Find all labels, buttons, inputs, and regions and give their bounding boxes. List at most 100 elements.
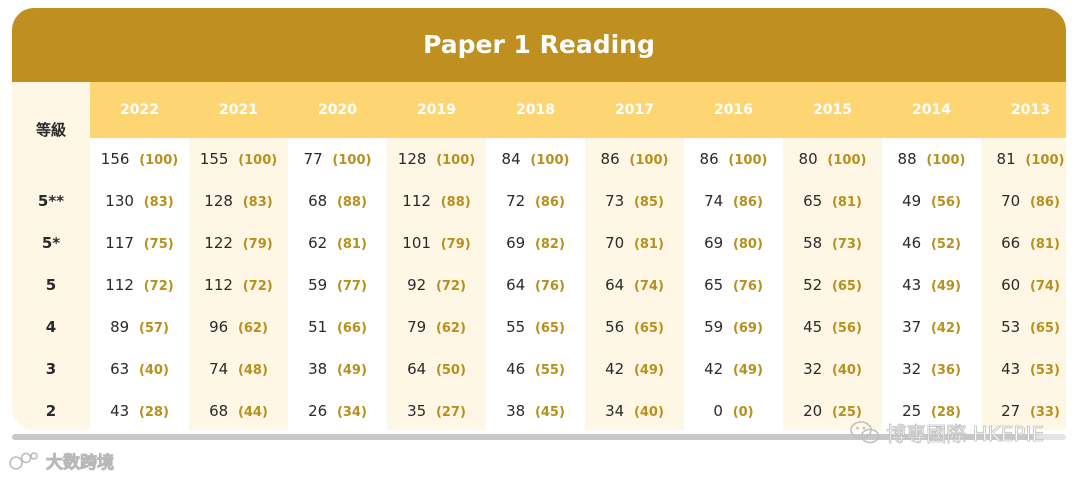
table-cell: 77 (100) [288, 138, 387, 180]
year-column: 2019 128 (100) 112 (88) 101 (79) 92 (72) 79 (… [387, 82, 486, 430]
cell-score: 66 [1001, 234, 1025, 252]
cell-percentage: (85) [633, 195, 664, 210]
cell-score: 37 [902, 318, 926, 336]
table-cell: 25 (28) [882, 390, 981, 430]
table-cell: 55 (65) [486, 306, 585, 348]
watermark-left: 大数跨境 [8, 448, 114, 474]
wechat-icon [850, 420, 880, 451]
cell-score: 65 [803, 192, 827, 210]
cell-percentage: (76) [534, 279, 565, 294]
cell-score: 86 [600, 150, 625, 168]
cell-score: 112 [402, 192, 436, 210]
table-cell: 155 (100) [189, 138, 288, 180]
cell-score: 59 [308, 276, 332, 294]
grade-label: 4 [45, 318, 57, 336]
year-header: 2013 [1011, 102, 1050, 118]
watermark-right-text: 博專國際 HKEPIE [886, 422, 1045, 447]
table-cell: 112 (72) [189, 264, 288, 306]
cell-score: 45 [803, 318, 827, 336]
cell-score: 63 [110, 360, 134, 378]
cell-score: 80 [798, 150, 823, 168]
scrollbar-thumb[interactable] [12, 434, 1035, 440]
cell-score: 68 [308, 192, 332, 210]
table-cell: 156 (100) [90, 138, 189, 180]
cell-score: 70 [605, 234, 629, 252]
table-cell: 122 (79) [189, 222, 288, 264]
table-cell: 59 (77) [288, 264, 387, 306]
cell-score: 130 [105, 192, 139, 210]
cell-percentage: (42) [930, 321, 961, 336]
cell-percentage: (100) [530, 153, 570, 168]
table-cell: 38 (49) [288, 348, 387, 390]
cell-percentage: (81) [336, 237, 367, 252]
cell-percentage: (77) [336, 279, 367, 294]
cell-percentage: (45) [534, 405, 565, 420]
cell-percentage: (72) [242, 279, 273, 294]
cell-percentage: (74) [1029, 279, 1060, 294]
table-cell: 70 (86) [981, 180, 1066, 222]
cell-score: 49 [902, 192, 926, 210]
cell-score: 72 [506, 192, 530, 210]
cell-percentage: (49) [732, 363, 763, 378]
cell-score: 69 [704, 234, 728, 252]
horizontal-scrollbar[interactable] [12, 434, 1066, 440]
cell-score: 20 [803, 402, 827, 420]
table-cell: 101 (79) [387, 222, 486, 264]
table-cell: 34 (40) [585, 390, 684, 430]
column-body [288, 138, 387, 430]
table-cell: 86 (100) [684, 138, 783, 180]
cell-score: 46 [506, 360, 530, 378]
cell-percentage: (81) [633, 237, 664, 252]
table-cell: 66 (81) [981, 222, 1066, 264]
cell-percentage: (65) [831, 279, 862, 294]
table-cell: 65 (76) [684, 264, 783, 306]
table-cell: 63 (40) [90, 348, 189, 390]
cell-percentage: (86) [534, 195, 565, 210]
cell-percentage: (0) [732, 405, 754, 420]
table-cell: 128 (100) [387, 138, 486, 180]
cell-score: 43 [902, 276, 926, 294]
cell-score: 112 [105, 276, 139, 294]
table-cell: 59 (69) [684, 306, 783, 348]
cell-percentage: (100) [629, 153, 669, 168]
table-cell: 52 (65) [783, 264, 882, 306]
cell-percentage: (56) [831, 321, 862, 336]
cell-score: 128 [397, 150, 432, 168]
cell-score: 86 [699, 150, 724, 168]
cell-score: 69 [506, 234, 530, 252]
table-cell: 112 (72) [90, 264, 189, 306]
year-header: 2017 [615, 102, 654, 118]
cell-percentage: (27) [435, 405, 466, 420]
table-cell: 64 (50) [387, 348, 486, 390]
year-header: 2016 [714, 102, 753, 118]
cell-score: 43 [1001, 360, 1025, 378]
cell-percentage: (100) [827, 153, 867, 168]
year-column: 2021 155 (100) 128 (83) 122 (79) 112 (72) 96 … [189, 82, 288, 430]
cell-percentage: (79) [440, 237, 471, 252]
year-header: 2021 [219, 102, 258, 118]
table-cell: 20 (25) [783, 390, 882, 430]
cell-score: 32 [902, 360, 926, 378]
table-cell: 64 (76) [486, 264, 585, 306]
cell-score: 73 [605, 192, 629, 210]
column-body [90, 138, 189, 430]
cell-score: 79 [407, 318, 431, 336]
table-cell: 74 (86) [684, 180, 783, 222]
cell-score: 62 [308, 234, 332, 252]
cell-percentage: (44) [237, 405, 268, 420]
cell-percentage: (33) [1029, 405, 1060, 420]
cell-percentage: (75) [143, 237, 174, 252]
bubble-logo-icon [8, 450, 40, 477]
year-column: 2013 81 (100) 70 (86) 66 (81) 60 (74) 53 (65)… [981, 82, 1066, 430]
cell-percentage: (49) [336, 363, 367, 378]
year-column: 2020 77 (100) 68 (88) 62 (81) 59 (77) 51 (66)… [288, 82, 387, 430]
table-cell: 81 (100) [981, 138, 1066, 180]
cell-score: 155 [199, 150, 234, 168]
grade-label [12, 138, 90, 180]
cell-score: 56 [605, 318, 629, 336]
year-header: 2018 [516, 102, 555, 118]
cell-percentage: (100) [139, 153, 179, 168]
cell-percentage: (65) [534, 321, 565, 336]
cell-percentage: (62) [237, 321, 268, 336]
table-title: Paper 1 Reading [12, 8, 1066, 82]
